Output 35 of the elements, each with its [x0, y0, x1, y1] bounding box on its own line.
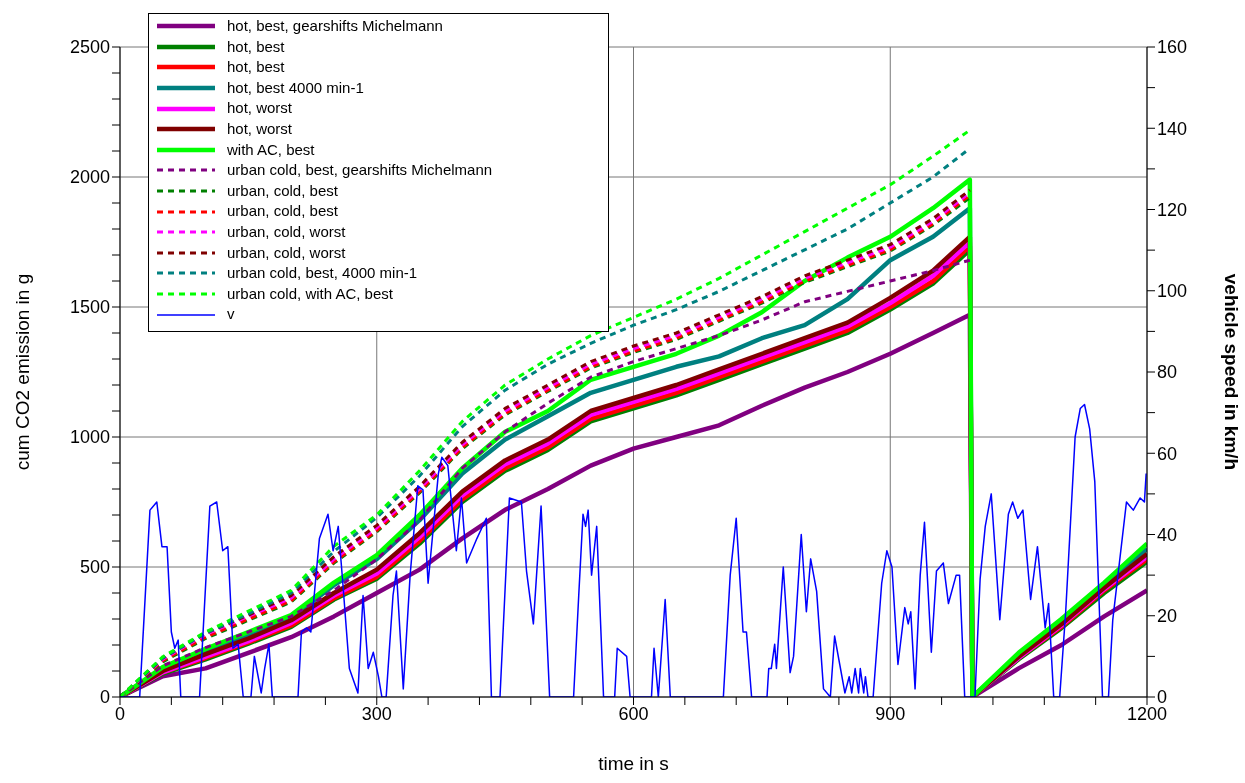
- legend-label: urban, cold, worst: [227, 242, 346, 263]
- legend-label: urban cold, with AC, best: [227, 283, 393, 304]
- legend-label: urban, cold, worst: [227, 221, 346, 242]
- x-tick-label: 300: [361, 703, 392, 724]
- y-axis-title: cum CO2 emission in g: [11, 273, 33, 471]
- legend-label: urban, cold, best: [227, 201, 338, 222]
- legend-label: urban cold, best, 4000 min-1: [227, 263, 418, 284]
- x-tick-label: 900: [875, 703, 906, 724]
- x-tick-label: 600: [618, 703, 649, 724]
- legend-label: with AC, best: [227, 139, 315, 160]
- y2-tick-label: 60: [1157, 443, 1178, 464]
- y-tick-label: 1000: [69, 427, 110, 448]
- legend-label: urban cold, best, gearshifts Michelmann: [227, 160, 493, 181]
- legend-label: urban, cold, best: [227, 180, 338, 201]
- y2-tick-label: 40: [1157, 524, 1178, 545]
- y2-tick-label: 140: [1157, 118, 1188, 139]
- legend-label: hot, best 4000 min-1: [227, 77, 364, 98]
- y-tick-label: 2500: [69, 37, 110, 58]
- legend-label: v: [227, 304, 235, 325]
- y2-tick-label: 100: [1157, 281, 1188, 302]
- y-tick-label: 2000: [69, 167, 110, 188]
- y-tick-label: 0: [99, 687, 110, 708]
- y-tick-label: 1500: [69, 297, 110, 318]
- y-tick-label: 500: [79, 557, 110, 578]
- y2-tick-label: 160: [1157, 37, 1188, 58]
- legend-label: hot, best: [227, 36, 285, 57]
- legend-label: hot, worst: [227, 98, 293, 119]
- y2-tick-label: 80: [1157, 362, 1178, 383]
- legend-label: hot, best: [227, 57, 285, 78]
- y2-tick-label: 20: [1157, 606, 1178, 627]
- x-axis-title: time in s: [598, 753, 669, 774]
- legend-label: hot, worst: [227, 118, 293, 139]
- x-tick-label: 0: [114, 703, 126, 724]
- y2-tick-label: 120: [1157, 199, 1188, 220]
- legend-label: hot, best, gearshifts Michelmann: [227, 16, 443, 36]
